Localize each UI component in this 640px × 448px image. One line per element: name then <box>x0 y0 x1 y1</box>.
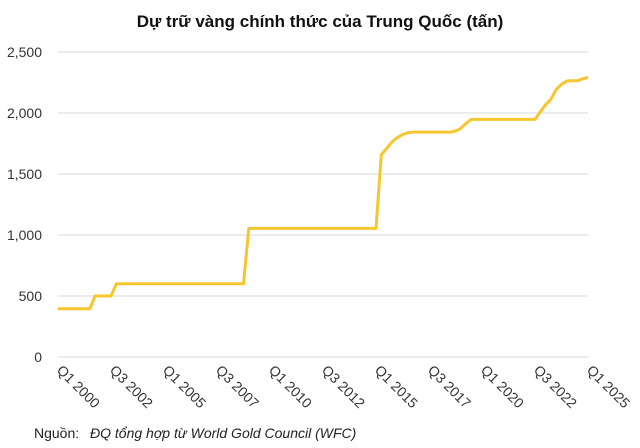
x-tick-label: Q1 2025 <box>584 362 633 411</box>
y-tick-label: 1,500 <box>7 166 42 182</box>
y-tick-label: 2,500 <box>7 44 42 60</box>
source-prefix: Nguồn: <box>34 425 79 441</box>
chart-title: Dự trữ vàng chính thức của Trung Quốc (t… <box>137 12 504 31</box>
x-tick-label: Q3 2002 <box>107 362 156 411</box>
x-tick-label: Q1 2015 <box>372 362 421 411</box>
y-tick-label: 500 <box>19 288 43 304</box>
y-tick-label: 1,000 <box>7 227 42 243</box>
x-tick-label: Q1 2020 <box>478 362 527 411</box>
x-tick-label: Q1 2010 <box>266 362 315 411</box>
y-tick-label: 0 <box>34 349 42 365</box>
y-tick-label: 2,000 <box>7 105 42 121</box>
x-tick-label: Q3 2007 <box>213 362 262 411</box>
x-tick-label: Q1 2005 <box>160 362 209 411</box>
data-line <box>58 75 589 311</box>
x-tick-label: Q3 2012 <box>319 362 368 411</box>
source: ĐQ tổng hợp từ World Gold Council (WFC) <box>90 425 356 441</box>
x-tick-label: Q3 2022 <box>531 362 580 411</box>
x-tick-label: Q1 2000 <box>54 362 103 411</box>
x-tick-label: Q3 2017 <box>425 362 474 411</box>
